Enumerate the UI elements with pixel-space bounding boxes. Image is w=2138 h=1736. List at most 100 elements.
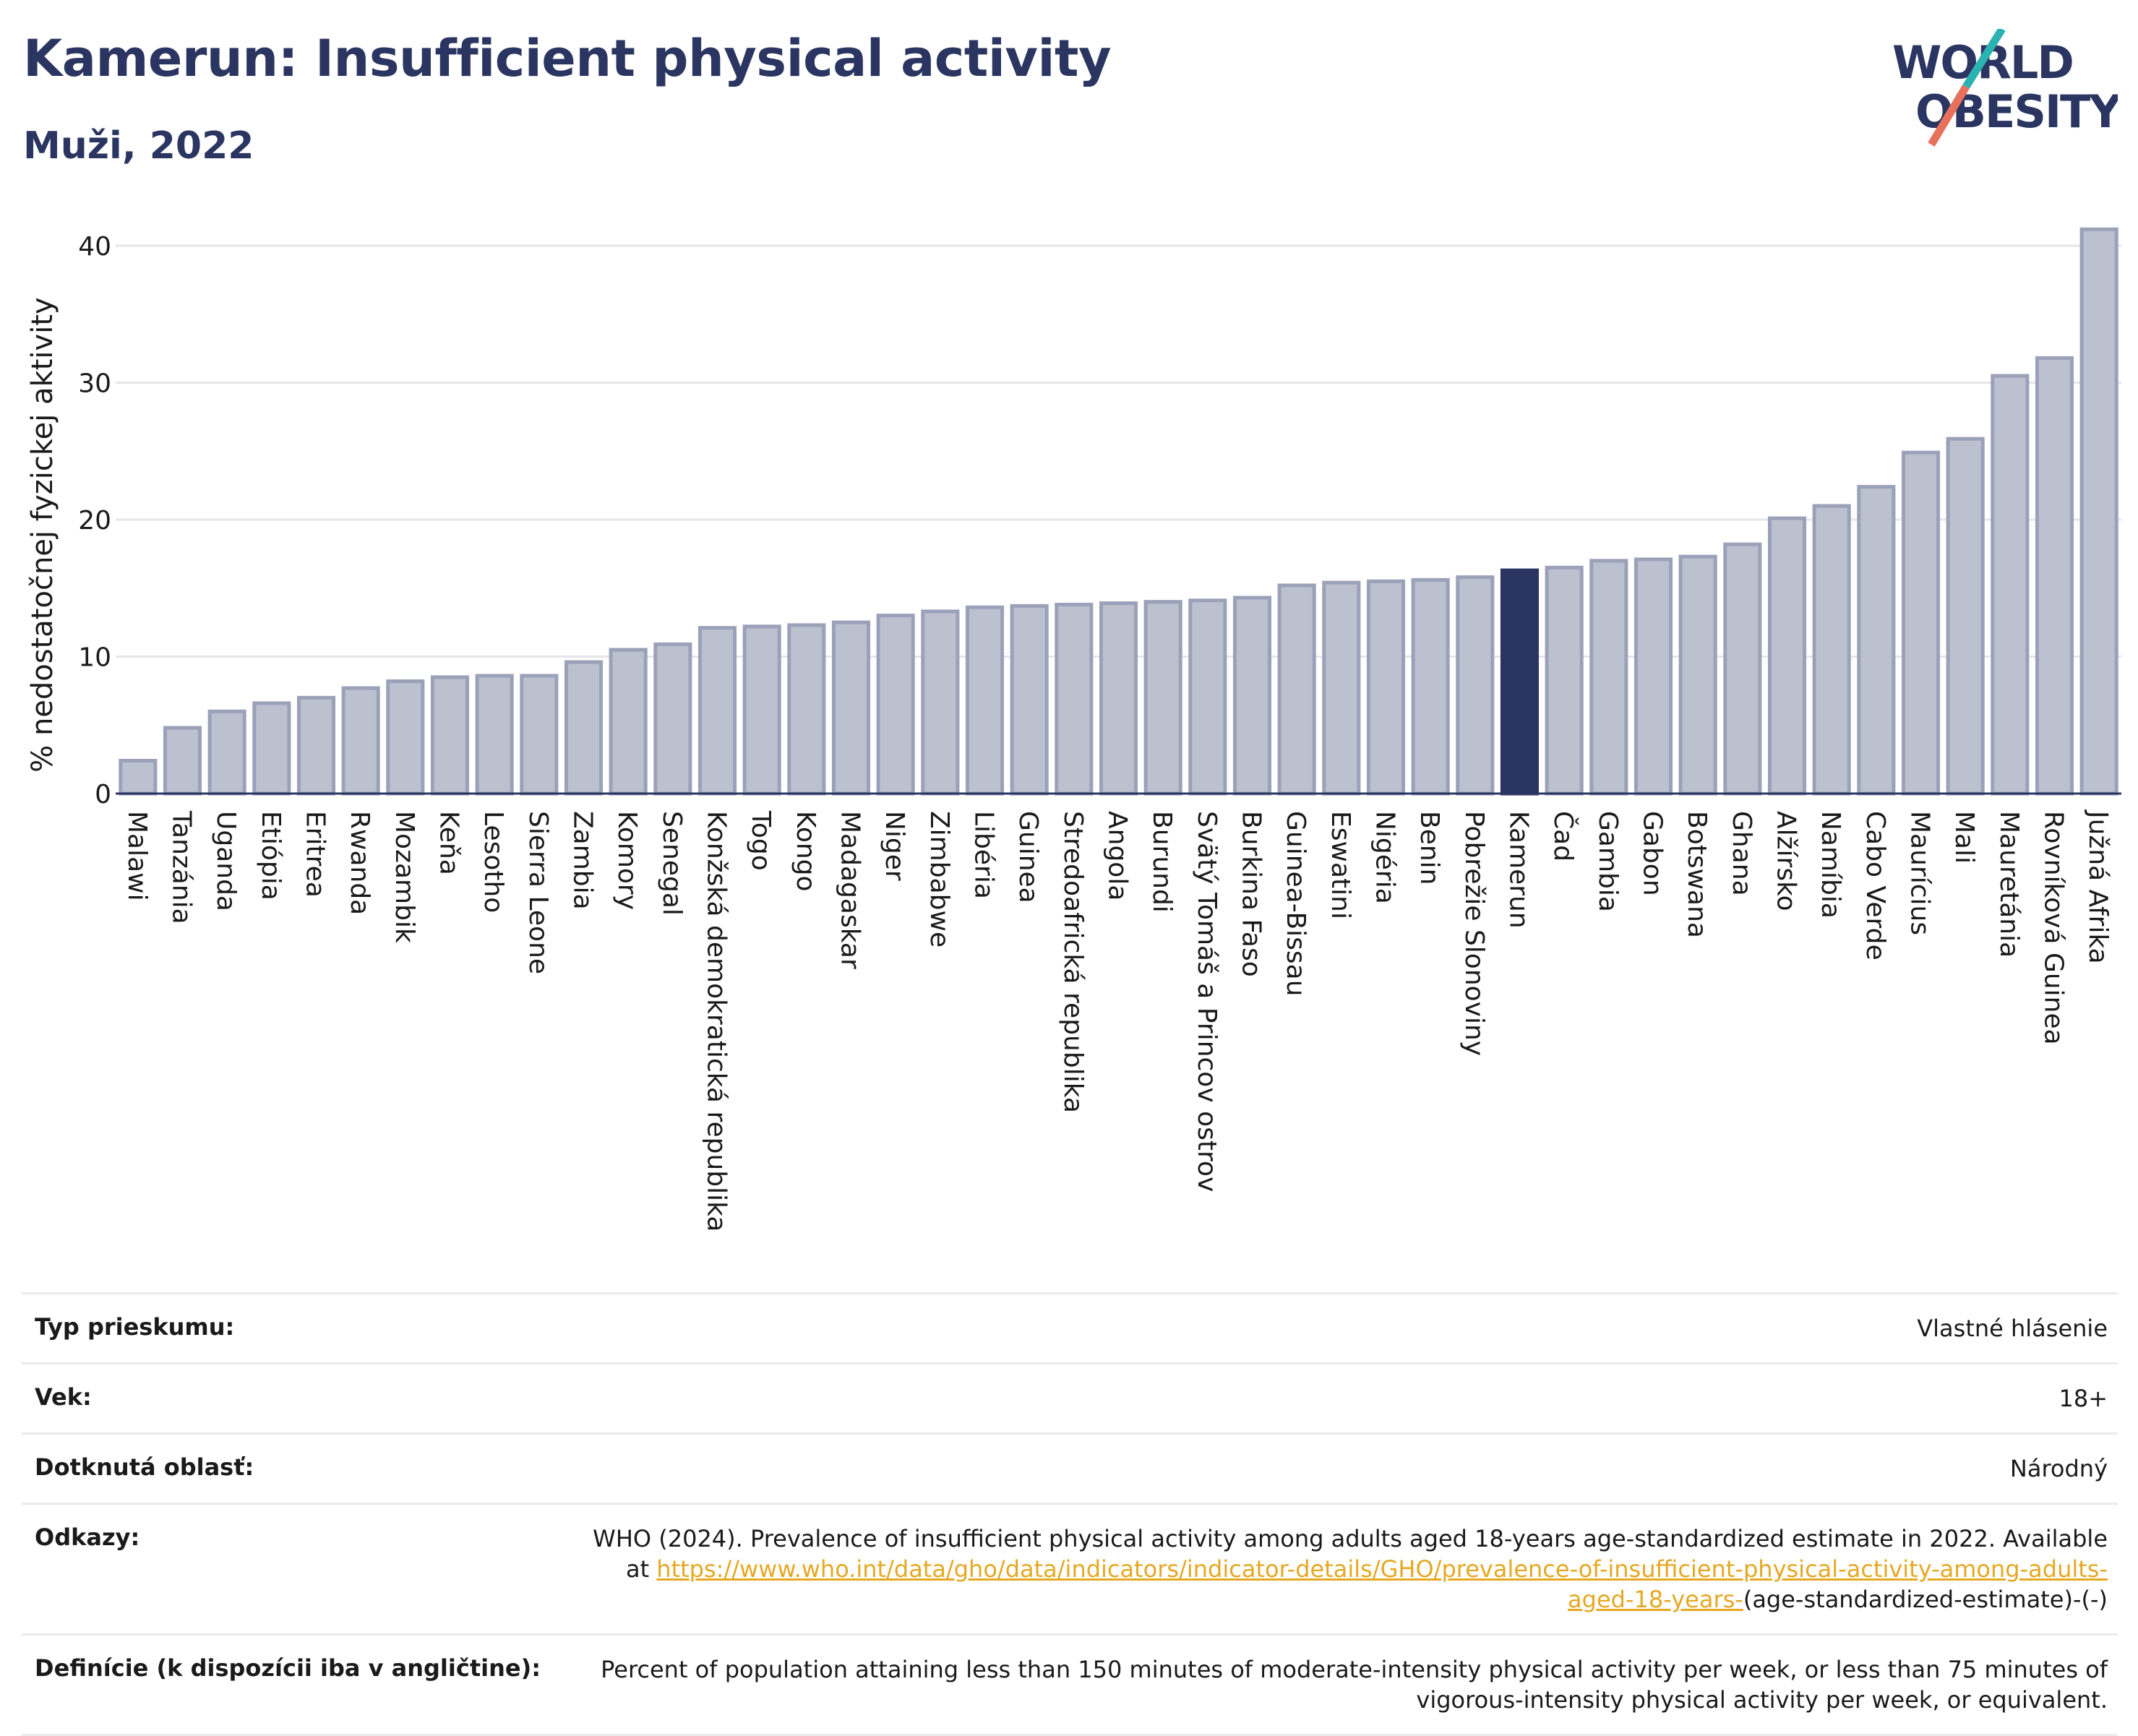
bar xyxy=(1411,577,1450,796)
meta-value: Národný xyxy=(2009,1455,2108,1482)
y-tick-label: 0 xyxy=(95,780,111,809)
bar xyxy=(1857,485,1896,796)
logo-slash-bottom xyxy=(1928,85,1970,147)
y-tick-label: 20 xyxy=(78,506,111,536)
bar xyxy=(475,674,514,796)
reference-suffix: (age-standardized-estimate)-(-) xyxy=(1743,1586,2108,1613)
bar xyxy=(341,686,380,796)
bar xyxy=(1723,542,1762,796)
x-tick-label: Gambia xyxy=(1593,811,1623,912)
x-tick-label: Cabo Verde xyxy=(1860,811,1890,961)
bars xyxy=(119,227,2118,796)
bar xyxy=(520,674,559,796)
y-tick-labels: 0 10 20 30 40 xyxy=(78,232,111,809)
chart-title: Kamerun: Insufficient physical activity xyxy=(23,29,1112,88)
x-tick-label: Južná Afrika xyxy=(2083,809,2113,964)
reference-link[interactable]: https://www.who.int/data/gho/data/indica… xyxy=(656,1555,2108,1613)
bar xyxy=(1322,580,1361,796)
bar xyxy=(1633,557,1673,796)
bar xyxy=(787,623,826,796)
x-tick-label: Mauretánia xyxy=(1994,811,2024,958)
world-obesity-logo: WORLD OBESITY xyxy=(1892,29,2118,147)
x-tick-label: Stredoafrická republika xyxy=(1058,811,1088,1113)
bar xyxy=(742,624,781,796)
bar xyxy=(2079,227,2118,796)
x-tick-label: Mali xyxy=(1949,811,1979,864)
bar xyxy=(252,701,291,796)
x-tick-label: Togo xyxy=(746,810,776,871)
x-tick-label: Burundi xyxy=(1147,811,1177,913)
x-tick-label: Rovníková Guinea xyxy=(2039,811,2069,1045)
meta-key: Dotknutá oblasť: xyxy=(35,1453,254,1481)
meta-key: Typ prieskumu: xyxy=(35,1313,235,1341)
x-tick-label: Libéria xyxy=(969,811,999,899)
bar xyxy=(831,620,871,796)
x-tick-label: Guinea-Bissau xyxy=(1281,811,1310,997)
y-tick-label: 40 xyxy=(78,232,111,262)
x-tick-label: Sierra Leone xyxy=(523,811,553,974)
x-tick-label: Pobrežie Slonoviny xyxy=(1459,811,1489,1056)
x-tick-label: Niger xyxy=(880,811,909,881)
x-tick-label: Mozambik xyxy=(390,811,419,943)
x-tick-label: Kamerun xyxy=(1504,811,1534,929)
x-tick-label: Maurícius xyxy=(1905,811,1935,935)
bar xyxy=(207,709,246,796)
x-tick-label: Čad xyxy=(1548,811,1579,861)
meta-row-age: Vek: 18+ xyxy=(22,1362,2118,1432)
bar xyxy=(386,679,425,796)
bar xyxy=(697,626,737,796)
bar xyxy=(1010,603,1049,796)
x-tick-label: Botswana xyxy=(1682,811,1712,938)
x-tick-label: Namíbia xyxy=(1816,811,1845,919)
x-tick-label: Komory xyxy=(612,811,642,910)
bar xyxy=(1055,602,1094,796)
bar xyxy=(965,605,1005,796)
bar xyxy=(1678,554,1717,796)
x-tick-label: Etiópia xyxy=(256,811,286,901)
y-axis-title: % nedostatočnej fyzickej aktivity xyxy=(26,297,59,772)
bar xyxy=(1456,575,1495,796)
bar xyxy=(1545,565,1584,796)
x-tick-label: Tanzánia xyxy=(167,810,197,924)
x-tick-label: Uganda xyxy=(211,811,241,911)
x-tick-label: Guinea xyxy=(1013,811,1043,903)
bar xyxy=(564,660,604,796)
meta-key: Vek: xyxy=(35,1383,92,1411)
bar xyxy=(1901,450,1941,796)
bar xyxy=(1812,504,1851,796)
bar xyxy=(876,614,915,796)
bar xyxy=(1991,374,2030,796)
x-tick-label: Rwanda xyxy=(345,811,374,915)
bar xyxy=(2035,356,2074,796)
meta-value: WHO (2024). Prevalence of insufficient p… xyxy=(575,1524,2108,1615)
x-tick-label: Alžírsko xyxy=(1772,811,1801,911)
x-tick-label: Senegal xyxy=(657,811,687,916)
meta-value: 18+ xyxy=(2058,1385,2108,1412)
bar xyxy=(1277,583,1316,796)
x-tick-label: Madagaskar xyxy=(836,811,865,969)
x-tick-label: Eswatini xyxy=(1326,811,1355,919)
bar xyxy=(653,642,692,796)
bar xyxy=(430,675,470,796)
x-tick-label: Lesotho xyxy=(478,811,508,913)
x-tick-label: Burkina Faso xyxy=(1237,811,1266,977)
y-tick-label: 10 xyxy=(78,643,111,673)
meta-row-references: Odkazy: WHO (2024). Prevalence of insuff… xyxy=(22,1503,2118,1633)
meta-key: Definície (k dispozícii iba v angličtine… xyxy=(35,1654,541,1682)
logo-slash-top xyxy=(1962,29,2006,89)
meta-value: Vlastné hlásenie xyxy=(1917,1315,2108,1342)
bar xyxy=(296,695,336,796)
x-tick-label: Benin xyxy=(1414,811,1444,885)
bar xyxy=(1589,559,1628,796)
bar xyxy=(1143,600,1182,796)
bar xyxy=(1188,598,1227,796)
bar xyxy=(119,759,158,796)
x-tick-label: Eritrea xyxy=(301,811,330,898)
x-tick-label: Kongo xyxy=(791,811,820,892)
x-tick-label: Keňa xyxy=(434,811,464,875)
bar xyxy=(1366,579,1406,796)
bar-highlight xyxy=(1500,568,1540,796)
meta-row-area: Dotknutá oblasť: Národný xyxy=(22,1432,2118,1503)
bar xyxy=(609,648,648,796)
x-tick-label: Svätý Tomáš a Princov ostrov xyxy=(1192,811,1222,1192)
